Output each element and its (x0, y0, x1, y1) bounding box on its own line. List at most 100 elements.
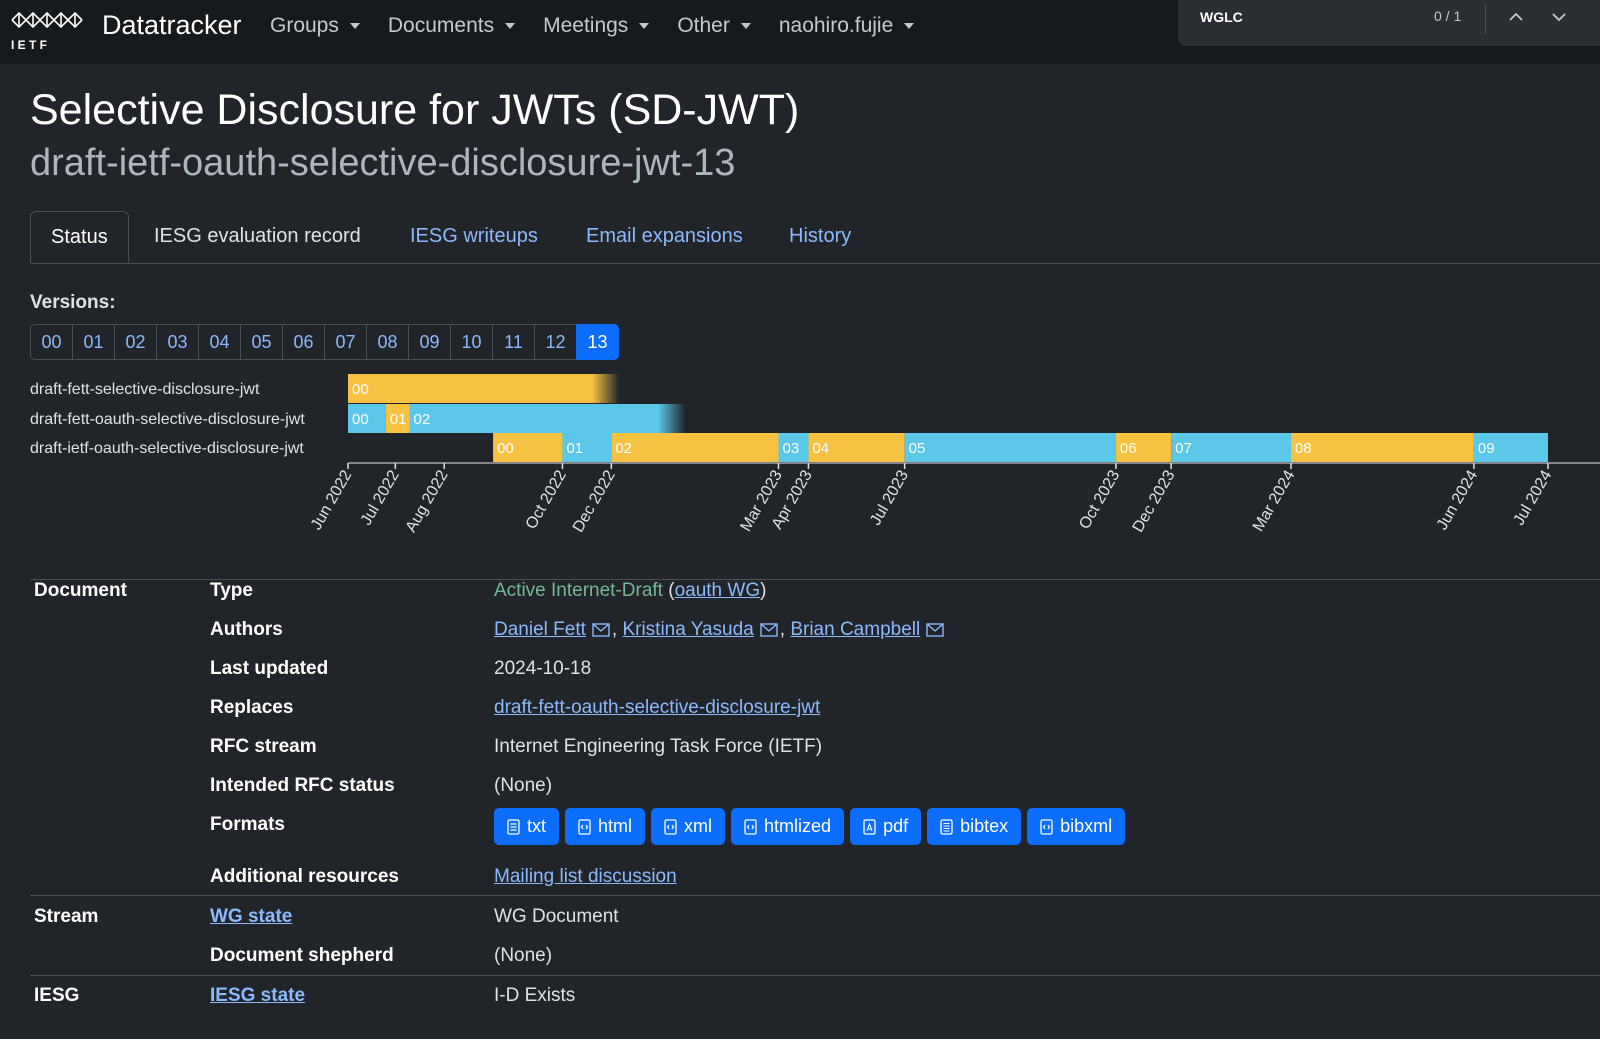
tab-email-expansions[interactable]: Email expansions (586, 225, 743, 247)
timeline-version-bar[interactable] (385, 404, 410, 433)
nav-documents[interactable]: Documents (388, 14, 516, 38)
version-button[interactable]: 09 (408, 324, 451, 360)
version-button[interactable]: 11 (492, 324, 535, 360)
tab-iesg-evaluation-record[interactable]: IESG evaluation record (154, 225, 361, 247)
tab-iesg-writeups[interactable]: IESG writeups (410, 225, 538, 247)
version-button[interactable]: 06 (282, 324, 325, 360)
tab-bar: Status IESG evaluation record IESG write… (30, 211, 1600, 264)
author-link[interactable]: Kristina Yasuda (622, 619, 754, 640)
timeline-version-bar[interactable] (1473, 433, 1548, 462)
caret-down-icon (349, 23, 360, 29)
timeline-version-label: 01 (390, 411, 407, 428)
caret-down-icon (740, 23, 751, 29)
replaces-link[interactable]: draft-fett-oauth-selective-disclosure-jw… (494, 697, 821, 718)
nav-user[interactable]: naohiro.fujie (779, 14, 915, 38)
timeline-version-bar[interactable] (348, 404, 386, 433)
find-divider (1485, 4, 1486, 34)
rfc-stream-label: RFC stream (210, 736, 317, 757)
author-link[interactable]: Daniel Fett (494, 619, 586, 640)
timeline-version-bar[interactable] (778, 433, 809, 462)
authors-value: Daniel Fett, Kristina Yasuda, Brian Camp… (494, 619, 946, 641)
timeline-version-bar[interactable] (1115, 433, 1172, 462)
envelope-icon[interactable] (592, 623, 610, 637)
version-button[interactable]: 05 (240, 324, 283, 360)
authors-label: Authors (210, 619, 283, 640)
timeline-tick-label: Dec 2023 (1130, 467, 1179, 535)
timeline-version-bar[interactable] (409, 404, 686, 433)
draft-status: Active Internet-Draft (494, 580, 663, 601)
nav-meetings[interactable]: Meetings (543, 14, 650, 38)
timeline-version-label: 01 (566, 440, 583, 457)
timeline-version-bar[interactable] (808, 433, 905, 462)
replaces-value: draft-fett-oauth-selective-disclosure-jw… (494, 697, 820, 719)
file-spreadsheet-icon (940, 818, 960, 835)
timeline-tick-label: Jul 2023 (867, 467, 912, 528)
tab-status[interactable]: Status (30, 211, 129, 263)
format-pdf-button[interactable]: pdf (850, 808, 922, 845)
version-button[interactable]: 12 (534, 324, 577, 360)
timeline-row-label: draft-ietf-oauth-selective-disclosure-jw… (30, 440, 304, 457)
type-value: Active Internet-Draft (oauth WG) (494, 580, 767, 601)
timeline-version-bar[interactable] (611, 433, 779, 462)
format-label: bibtex (960, 816, 1009, 836)
version-button[interactable]: 01 (72, 324, 115, 360)
timeline-tick-label: Mar 2024 (1250, 467, 1299, 534)
wg-link[interactable]: oauth WG (674, 580, 761, 601)
section-iesg: IESG (34, 985, 80, 1006)
file-code-icon (1040, 818, 1060, 835)
format-html-button[interactable]: html (565, 808, 646, 845)
format-xml-button[interactable]: xml (651, 808, 726, 845)
find-previous-icon[interactable] (1505, 6, 1527, 28)
timeline-version-bar[interactable] (1171, 433, 1291, 462)
format-txt-button[interactable]: txt (494, 808, 560, 845)
timeline-version-label: 09 (1478, 440, 1495, 457)
timeline-version-label: 02 (615, 440, 632, 457)
divider (30, 579, 1600, 580)
format-label: pdf (883, 816, 909, 836)
find-next-icon[interactable] (1548, 6, 1570, 28)
version-button[interactable]: 13 (576, 324, 619, 360)
find-match-count: 0 / 1 (1434, 8, 1462, 24)
author-link[interactable]: Brian Campbell (790, 619, 921, 640)
shepherd-value: (None) (494, 945, 553, 966)
format-bibxml-button[interactable]: bibxml (1027, 808, 1126, 845)
timeline-tick-label: Oct 2022 (523, 467, 570, 532)
iesg-state-value: I-D Exists (494, 985, 576, 1006)
timeline-tick-label: Jun 2024 (1434, 467, 1482, 533)
nav-other[interactable]: Other (677, 14, 751, 38)
version-button[interactable]: 07 (324, 324, 367, 360)
timeline-version-bar[interactable] (562, 433, 612, 462)
version-button[interactable]: 10 (450, 324, 493, 360)
find-input[interactable] (1198, 8, 1422, 26)
version-button[interactable]: 03 (156, 324, 199, 360)
brand-name[interactable]: Datatracker (102, 10, 242, 40)
version-button[interactable]: 00 (30, 324, 73, 360)
ietf-logo[interactable]: I E T F (10, 6, 88, 52)
format-bibtex-button[interactable]: bibtex (927, 808, 1022, 845)
version-button[interactable]: 08 (366, 324, 409, 360)
wg-state-label: WG state (210, 906, 292, 928)
timeline-version-bar[interactable] (348, 374, 620, 403)
envelope-icon[interactable] (926, 623, 944, 637)
timeline-version-label: 00 (352, 381, 369, 398)
wg-state-link[interactable]: WG state (210, 906, 293, 927)
nav-groups[interactable]: Groups (270, 14, 360, 38)
timeline-version-label: 08 (1295, 440, 1312, 457)
tab-history[interactable]: History (789, 225, 852, 247)
iesg-state-link[interactable]: IESG state (210, 985, 306, 1006)
last-updated-value: 2024-10-18 (494, 658, 592, 679)
version-timeline: draft-fett-selective-disclosure-jwt 00 dra… (30, 374, 1600, 535)
timeline-version-bar[interactable] (493, 433, 563, 462)
mailing-list-link[interactable]: Mailing list discussion (494, 866, 677, 887)
resources-value: Mailing list discussion (494, 866, 677, 888)
iesg-state-label: IESG state (210, 985, 305, 1007)
version-button[interactable]: 04 (198, 324, 241, 360)
draft-name: draft-ietf-oauth-selective-disclosure-jw… (30, 142, 736, 184)
version-button[interactable]: 02 (114, 324, 157, 360)
timeline-version-bar[interactable] (904, 433, 1116, 462)
format-htmlized-button[interactable]: htmlized (731, 808, 845, 845)
timeline-version-bar[interactable] (1290, 433, 1474, 462)
envelope-icon[interactable] (760, 623, 778, 637)
timeline-version-label: 05 (909, 440, 926, 457)
nav-other-label: Other (677, 14, 730, 37)
